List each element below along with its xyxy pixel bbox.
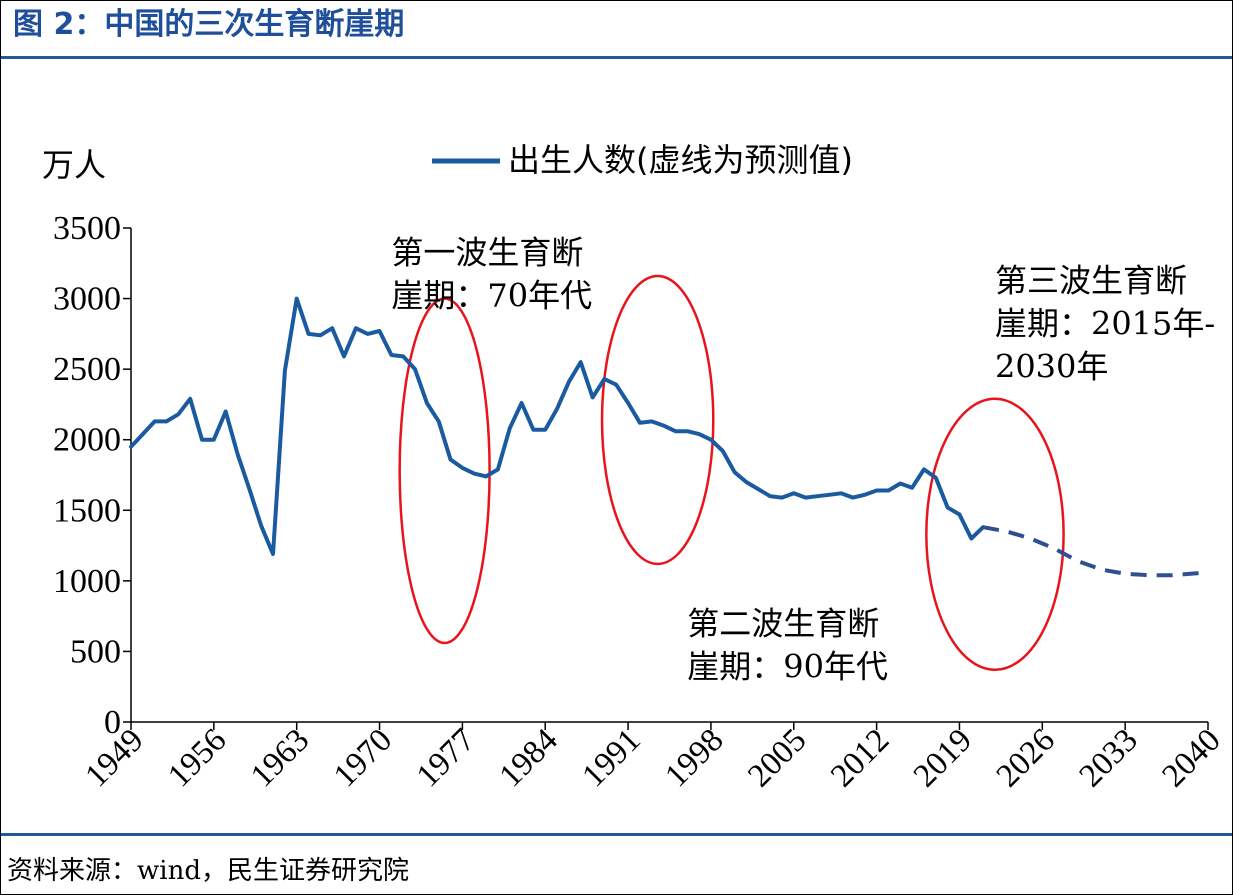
source-note: 资料来源：wind，民生证券研究院: [7, 856, 409, 886]
x-tick-label: 1949: [79, 722, 151, 794]
annotation-line: 第三波生育断: [995, 262, 1187, 300]
highlight-ellipse: [398, 297, 491, 645]
y-tick-label: 1500: [53, 492, 121, 529]
annotation-line: 2030年: [995, 348, 1108, 386]
figure-title: 图 2：中国的三次生育断崖期: [13, 7, 405, 42]
annotation-line: 崖期：90年代: [687, 647, 888, 685]
y-tick-label: 2000: [53, 422, 121, 459]
highlight-ellipse: [600, 274, 715, 566]
source-rule: [1, 833, 1232, 836]
annotation-line: 崖期：70年代: [391, 276, 592, 314]
x-tick-label: 1963: [244, 722, 316, 794]
chart-series: [129, 296, 1209, 578]
y-tick-label: 3500: [53, 210, 121, 247]
forecast-series-line: [982, 525, 1209, 578]
title-rule: [1, 56, 1232, 59]
y-tick-label: 2500: [53, 351, 121, 388]
x-tick-label: 1998: [658, 722, 730, 794]
x-tick-label: 1970: [327, 722, 399, 794]
y-tick-label: 1000: [53, 563, 121, 600]
x-tick-label: 2026: [990, 722, 1062, 794]
chart-legend: 出生人数(虚线为预测值): [432, 141, 853, 179]
annotation-line: 崖期：2015年-: [995, 305, 1215, 343]
x-tick-label: 1956: [161, 722, 233, 794]
x-tick-label: 2040: [1156, 722, 1228, 794]
y-axis-unit-label: 万人: [42, 146, 106, 184]
x-tick-label: 2033: [1073, 722, 1145, 794]
actual-series-line: [129, 296, 986, 556]
x-tick-label: 1977: [410, 722, 482, 794]
annotation-line: 第一波生育断: [391, 233, 583, 271]
x-tick-label: 1991: [576, 722, 648, 794]
x-tick-label: 2005: [741, 722, 813, 794]
x-tick-label: 1984: [493, 722, 565, 794]
y-tick-label: 500: [70, 633, 121, 670]
y-tick-label: 0: [104, 704, 121, 741]
annotation-line: 第二波生育断: [687, 604, 879, 642]
x-tick-label: 2019: [907, 722, 979, 794]
x-tick-label: 2012: [824, 722, 896, 794]
legend-label: 出生人数(虚线为预测值): [508, 141, 853, 179]
highlight-ellipse: [925, 397, 1065, 672]
highlight-ellipses: [398, 274, 1065, 672]
y-tick-label: 3000: [53, 281, 121, 318]
